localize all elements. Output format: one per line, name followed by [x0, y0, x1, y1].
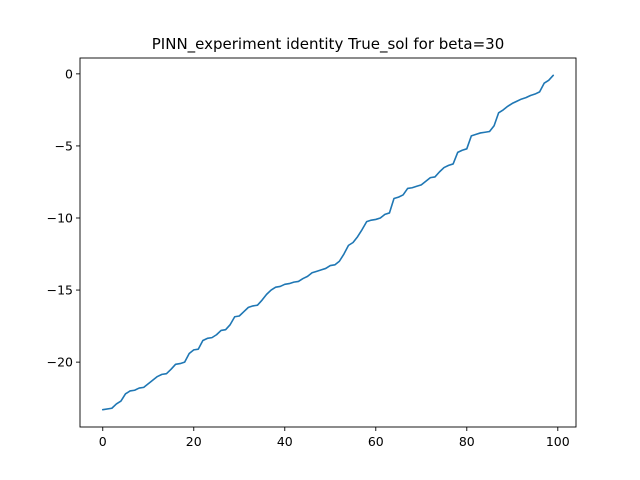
chart-title: PINN_experiment identity True_sol for be…: [152, 35, 505, 54]
plot-area: [101, 74, 555, 411]
y-tick-label: −15: [47, 283, 73, 298]
y-tick-label: −10: [47, 210, 73, 225]
x-tick-label: 100: [546, 434, 570, 449]
x-axis: 0 20 40 60 80 100: [99, 427, 570, 449]
y-axis: 0 −5 −10 −15 −20: [47, 66, 80, 370]
y-tick-label: −5: [55, 138, 73, 153]
axes-frame: [79, 57, 577, 428]
y-tick-label: 0: [65, 66, 73, 81]
x-tick-label: 80: [459, 434, 475, 449]
x-tick-label: 60: [368, 434, 384, 449]
x-tick-label: 20: [186, 434, 202, 449]
series-line: [101, 74, 555, 411]
y-tick-label: −20: [47, 355, 73, 370]
x-tick-label: 40: [277, 434, 293, 449]
x-tick-label: 0: [99, 434, 107, 449]
